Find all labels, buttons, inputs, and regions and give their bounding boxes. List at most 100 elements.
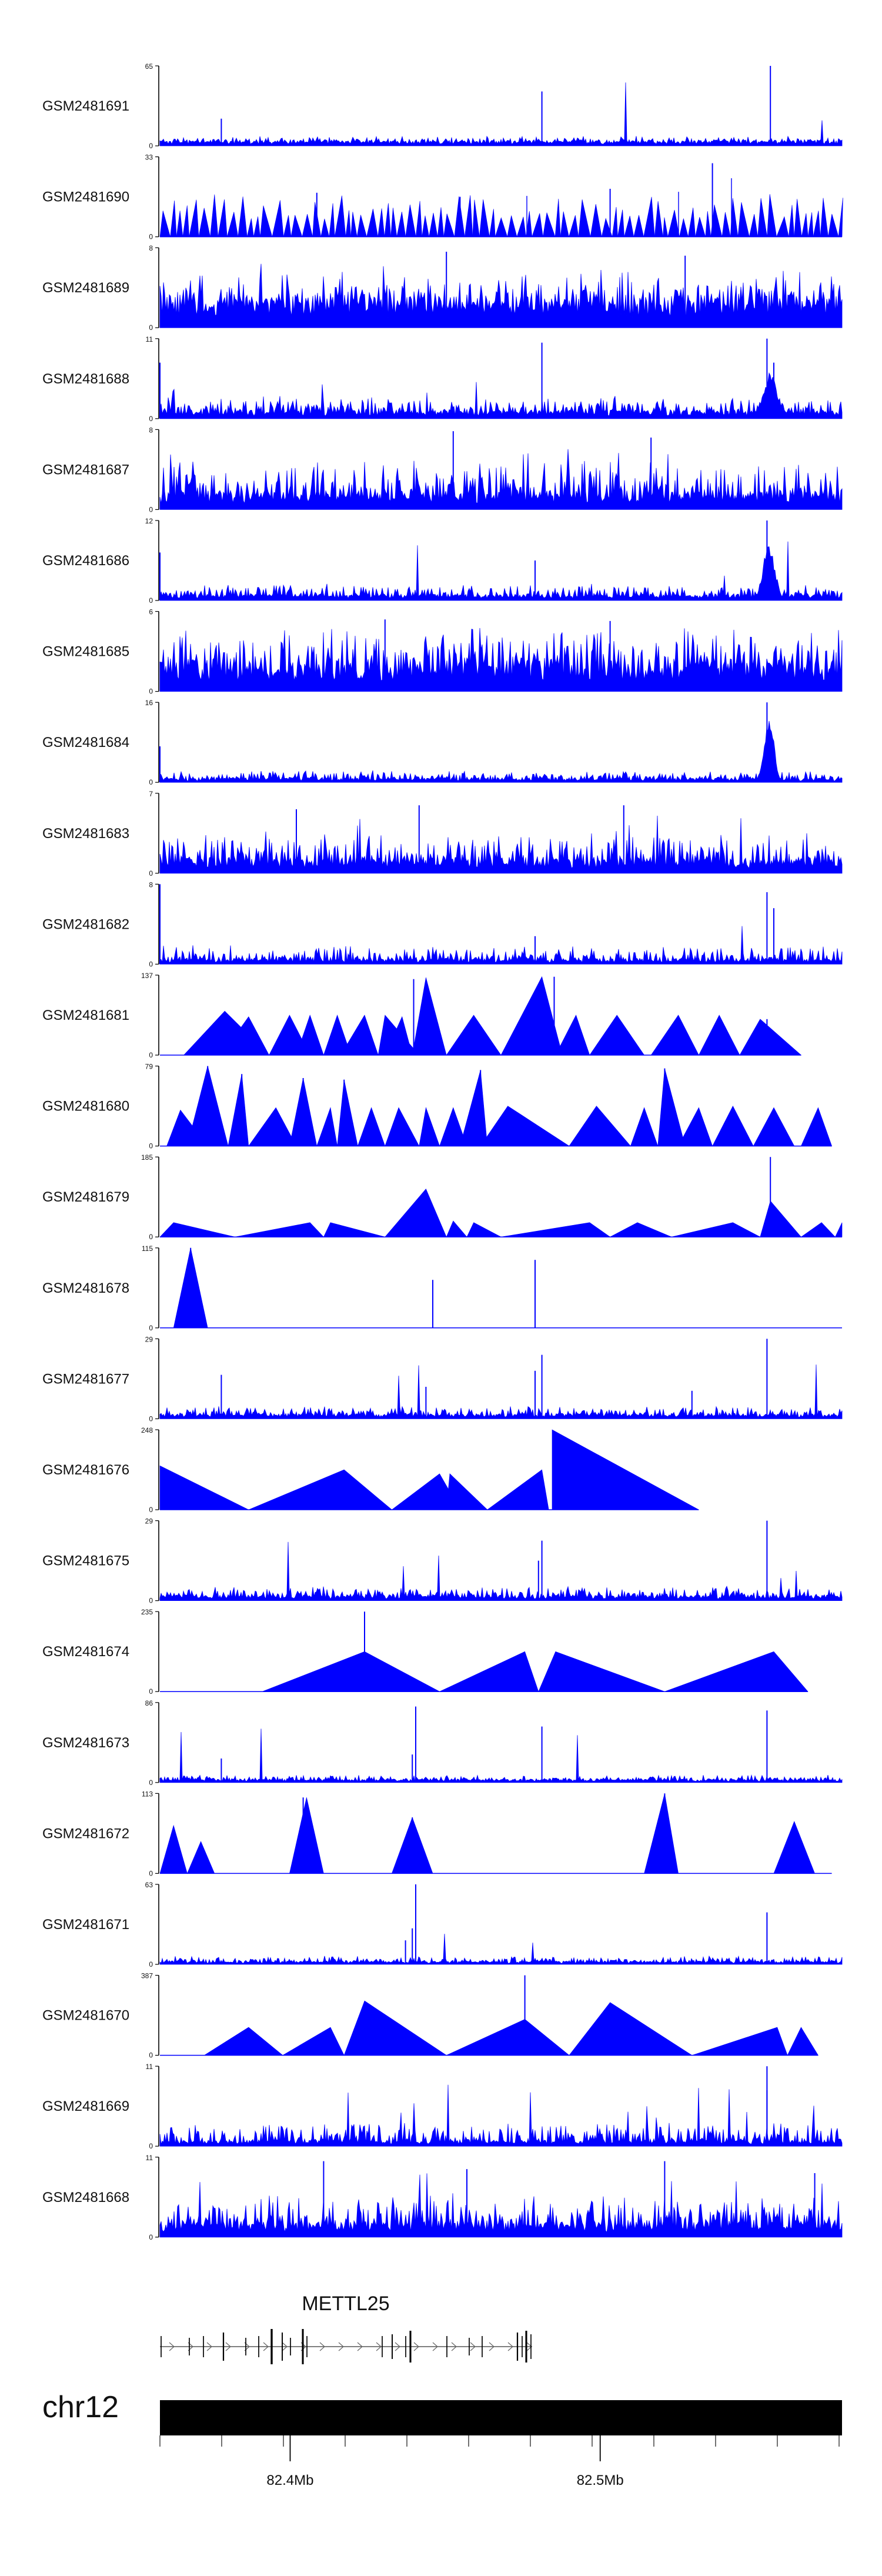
y-max-label: 29 — [145, 1517, 153, 1526]
strand-arrow — [225, 2342, 231, 2351]
y-max-label: 11 — [146, 2154, 153, 2162]
signal-peak — [422, 215, 430, 237]
signal-peak — [687, 208, 696, 237]
y-min-label: 0 — [149, 2233, 153, 2241]
signal-peak — [644, 1793, 679, 1874]
signal-peak — [159, 211, 171, 237]
y-max-label: 11 — [146, 2063, 153, 2071]
strand-arrow — [206, 2342, 212, 2351]
y-min-label: 0 — [149, 1778, 153, 1787]
strand-arrow — [451, 2342, 457, 2351]
signal-peak — [350, 212, 358, 237]
strand-arrow — [282, 2342, 288, 2351]
track-label: GSM2481679 — [42, 1189, 129, 1205]
signal-peak — [807, 212, 814, 237]
track-label: GSM2481681 — [42, 1007, 129, 1023]
signal — [159, 66, 843, 146]
y-min-label: 0 — [149, 778, 153, 786]
y-max-label: 33 — [145, 154, 153, 162]
signal-peak — [569, 2002, 693, 2056]
y-max-label: 8 — [149, 244, 153, 252]
y-min-label: 0 — [149, 1051, 153, 1059]
y-min-label: 0 — [149, 2051, 153, 2060]
strand-arrow — [432, 2342, 438, 2351]
track-label: GSM2481690 — [42, 189, 129, 205]
track-GSM2481679: GSM2481679 185 0 — [42, 1153, 843, 1241]
strand-arrow — [357, 2342, 363, 2351]
chromosome-label: chr12 — [42, 2390, 119, 2424]
signal-peak — [446, 1220, 467, 1237]
signal-peak — [663, 217, 669, 237]
track-label: GSM2481691 — [42, 98, 129, 114]
signal-peak — [787, 2027, 818, 2056]
y-min-label: 0 — [149, 1960, 153, 1968]
signal-peak — [439, 1651, 539, 1692]
signal — [159, 338, 843, 419]
strand-arrow — [470, 2342, 476, 2351]
signal-peak — [624, 215, 634, 237]
y-min-label: 0 — [149, 869, 153, 877]
signal-peak — [800, 1222, 836, 1237]
signal-area — [159, 815, 843, 874]
signal-area — [159, 720, 843, 783]
signal-peak — [272, 200, 284, 237]
y-min-label: 0 — [149, 233, 153, 241]
signal-peak — [329, 203, 335, 237]
track-label: GSM2481682 — [42, 916, 129, 932]
signal-peak — [246, 218, 254, 237]
y-max-label: 11 — [146, 335, 153, 343]
signal-peak — [757, 198, 767, 237]
signal — [159, 2161, 843, 2238]
signal-peak — [385, 1189, 447, 1237]
signal-peak — [340, 1015, 379, 1056]
signal-peak — [679, 218, 689, 237]
y-max-label: 113 — [142, 1790, 153, 1798]
signal-peak — [828, 213, 839, 237]
y-max-label: 8 — [149, 426, 153, 434]
signal-peak — [737, 202, 750, 237]
signal-peak — [838, 198, 843, 237]
signal-peak — [667, 209, 680, 237]
track-label: GSM2481671 — [42, 1917, 129, 1933]
track-label: GSM2481670 — [42, 2008, 129, 2024]
track-GSM2481681: GSM2481681 137 0 — [42, 972, 802, 1059]
signal-peak — [472, 199, 480, 237]
track-label: GSM2481674 — [42, 1644, 129, 1660]
track-label: GSM2481676 — [42, 1462, 129, 1478]
signal — [160, 1975, 818, 2056]
signal-peak — [248, 1469, 393, 1510]
signal-tracks: GSM2481691650GSM2481690330GSM248168980GS… — [42, 62, 843, 2241]
signal-area — [159, 1934, 843, 1965]
signal-peak — [203, 2027, 283, 2056]
signal-peak — [760, 1200, 802, 1237]
y-min-label: 0 — [149, 596, 153, 605]
signal-peak — [678, 1107, 713, 1146]
signal-peak — [538, 1651, 665, 1692]
signal-peak — [532, 213, 543, 237]
signal-peak — [437, 207, 445, 237]
signal-peak — [343, 2000, 447, 2056]
track-GSM2481670: GSM2481670 387 0 — [42, 1972, 818, 2060]
track-label: GSM2481689 — [42, 280, 129, 296]
signal-area — [159, 82, 843, 146]
signal-peak — [283, 215, 292, 237]
signal-area — [159, 2173, 843, 2238]
signal-peak — [296, 1015, 324, 1056]
signal — [160, 1611, 808, 1692]
signal — [159, 520, 843, 601]
signal-peak — [555, 1015, 590, 1056]
signal-peak — [446, 1473, 488, 1510]
signal-peak — [543, 212, 556, 237]
y-min-label: 0 — [149, 688, 153, 696]
signal-area — [159, 541, 843, 601]
strand-arrow — [338, 2342, 344, 2351]
signal-peak — [834, 1222, 843, 1237]
signal-peak — [460, 1070, 488, 1146]
strand-arrow — [413, 2342, 419, 2351]
strand-arrow — [507, 2342, 513, 2351]
signal-peak — [794, 199, 802, 237]
signal-peak — [695, 217, 706, 237]
track-label: GSM2481686 — [42, 553, 129, 569]
track-GSM2481685: GSM2481685 6 0 — [42, 608, 843, 696]
